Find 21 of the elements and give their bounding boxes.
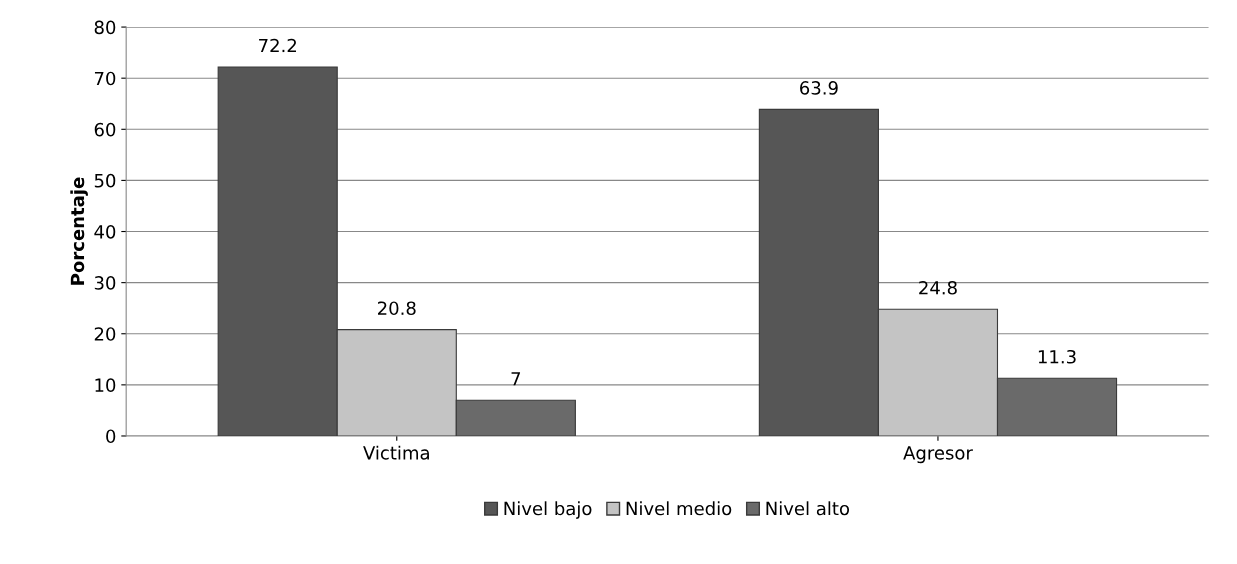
data-label: 11.3: [1038, 349, 1076, 364]
x-tick-label: Agresor: [903, 446, 973, 464]
legend-label: Nivel alto: [766, 501, 850, 516]
y-tick-label: 60: [94, 122, 116, 137]
data-label: 72.2: [259, 38, 296, 53]
y-tick-label: 50: [94, 173, 116, 188]
data-label: 7: [511, 372, 521, 386]
y-tick-label: 30: [94, 276, 116, 290]
y-axis-title: Porcentaje: [70, 177, 88, 285]
y-tick-label: 40: [94, 224, 116, 239]
data-label: 24.8: [919, 280, 957, 295]
data-label: 20.8: [377, 301, 416, 316]
legend-label: Nivel medio: [626, 501, 732, 516]
y-tick-label: 10: [95, 378, 116, 392]
y-tick-label: 0: [106, 429, 116, 444]
y-tick-label: 20: [94, 327, 116, 341]
x-tick-label: Victima: [363, 445, 429, 460]
y-tick-label: 80: [94, 20, 116, 35]
data-label: 63.9: [800, 81, 838, 95]
legend-label: Nivel bajo: [504, 501, 592, 519]
y-tick-label: 70: [94, 71, 116, 86]
